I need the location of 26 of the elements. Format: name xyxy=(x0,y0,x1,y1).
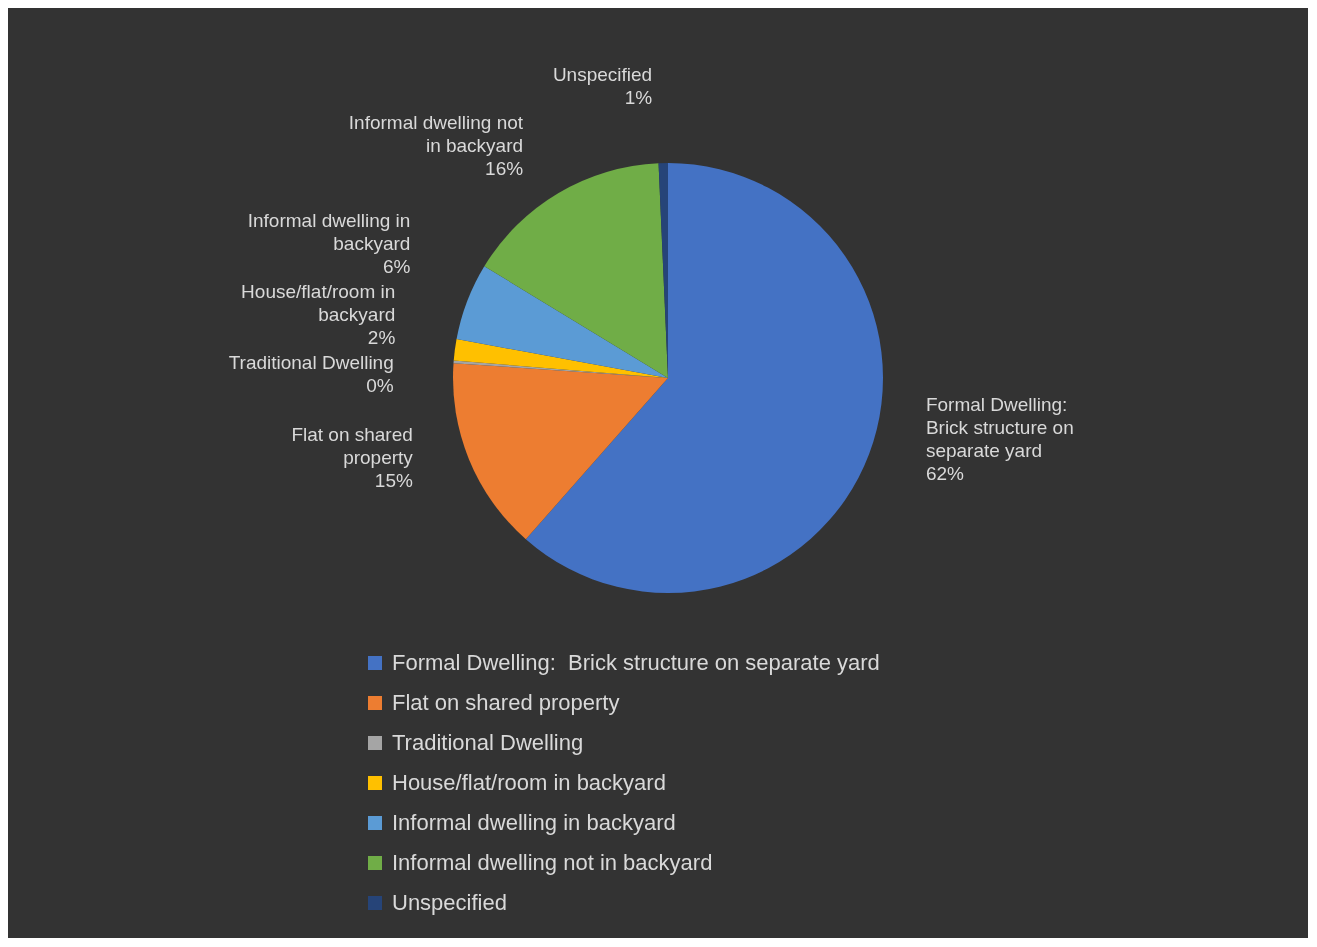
legend-label: House/flat/room in backyard xyxy=(392,770,666,795)
data-label: 15% xyxy=(374,470,413,492)
legend-label: Traditional Dwelling xyxy=(392,730,584,755)
legend-label: Flat on shared property xyxy=(392,690,620,715)
pie-slice xyxy=(484,163,668,378)
data-label: 2% xyxy=(367,327,396,349)
slice-label: Formal Dwelling: Brick structure on separate yard xyxy=(925,394,1074,462)
data-label: 62% xyxy=(925,463,965,485)
slice-label: Flat on shared property xyxy=(291,424,414,469)
pie-slice xyxy=(453,363,668,540)
pie-slice xyxy=(453,339,668,378)
data-label: 16% xyxy=(485,158,524,180)
legend-label: Formal Dwelling: Brick structure on separate yard xyxy=(392,650,880,675)
slice-label: Traditional Dwelling xyxy=(228,352,394,374)
slice-label: Informal dwelling in backyard xyxy=(247,210,411,255)
data-label: 0% xyxy=(366,375,394,397)
slice-label: Unspecified xyxy=(552,64,653,86)
legend-label: Informal dwelling not in backyard xyxy=(392,850,713,875)
legend-label: Unspecified xyxy=(392,890,507,915)
data-label: 6% xyxy=(382,256,411,278)
slice-label: Informal dwelling not in backyard xyxy=(348,112,524,157)
pie-slice xyxy=(456,266,668,378)
pie-slice xyxy=(525,163,883,593)
slice-label: House/flat/room in backyard xyxy=(241,281,396,326)
legend-label: Informal dwelling in backyard xyxy=(392,810,676,835)
data-label: 1% xyxy=(624,87,653,109)
